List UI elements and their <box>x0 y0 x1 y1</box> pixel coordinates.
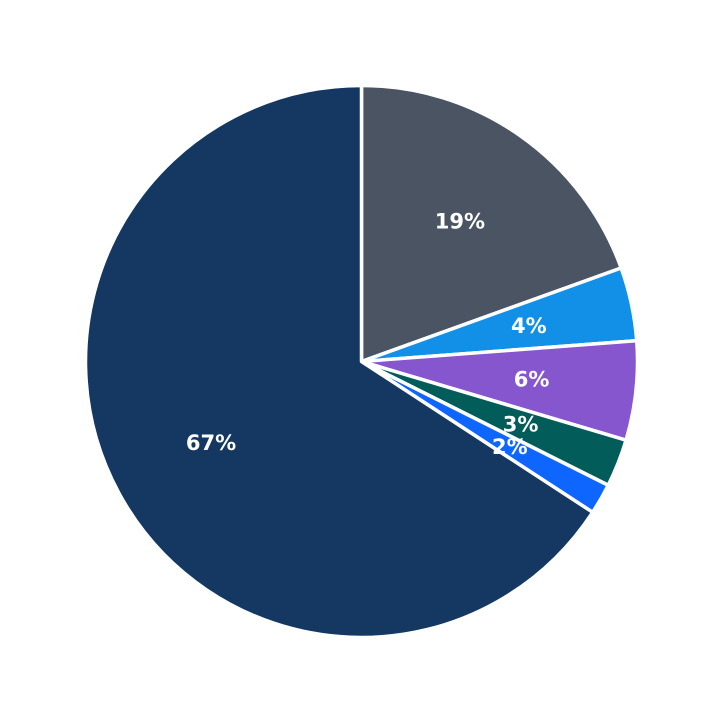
pie-slice-label-3: 3% <box>503 412 539 436</box>
pie-slices <box>83 83 640 640</box>
pie-slice-label-1: 4% <box>511 314 547 338</box>
pie-slice-0 <box>359 83 623 364</box>
pie-slice-label-4: 2% <box>492 435 528 459</box>
pie-slice-label-5: 67% <box>186 431 236 455</box>
pie-slice-label-2: 6% <box>514 368 550 392</box>
pie-slice-label-0: 19% <box>435 210 485 234</box>
pie-labels: 19% 4% 6% 3%2% 67% <box>186 210 550 459</box>
pie-slice-5 <box>83 83 595 640</box>
